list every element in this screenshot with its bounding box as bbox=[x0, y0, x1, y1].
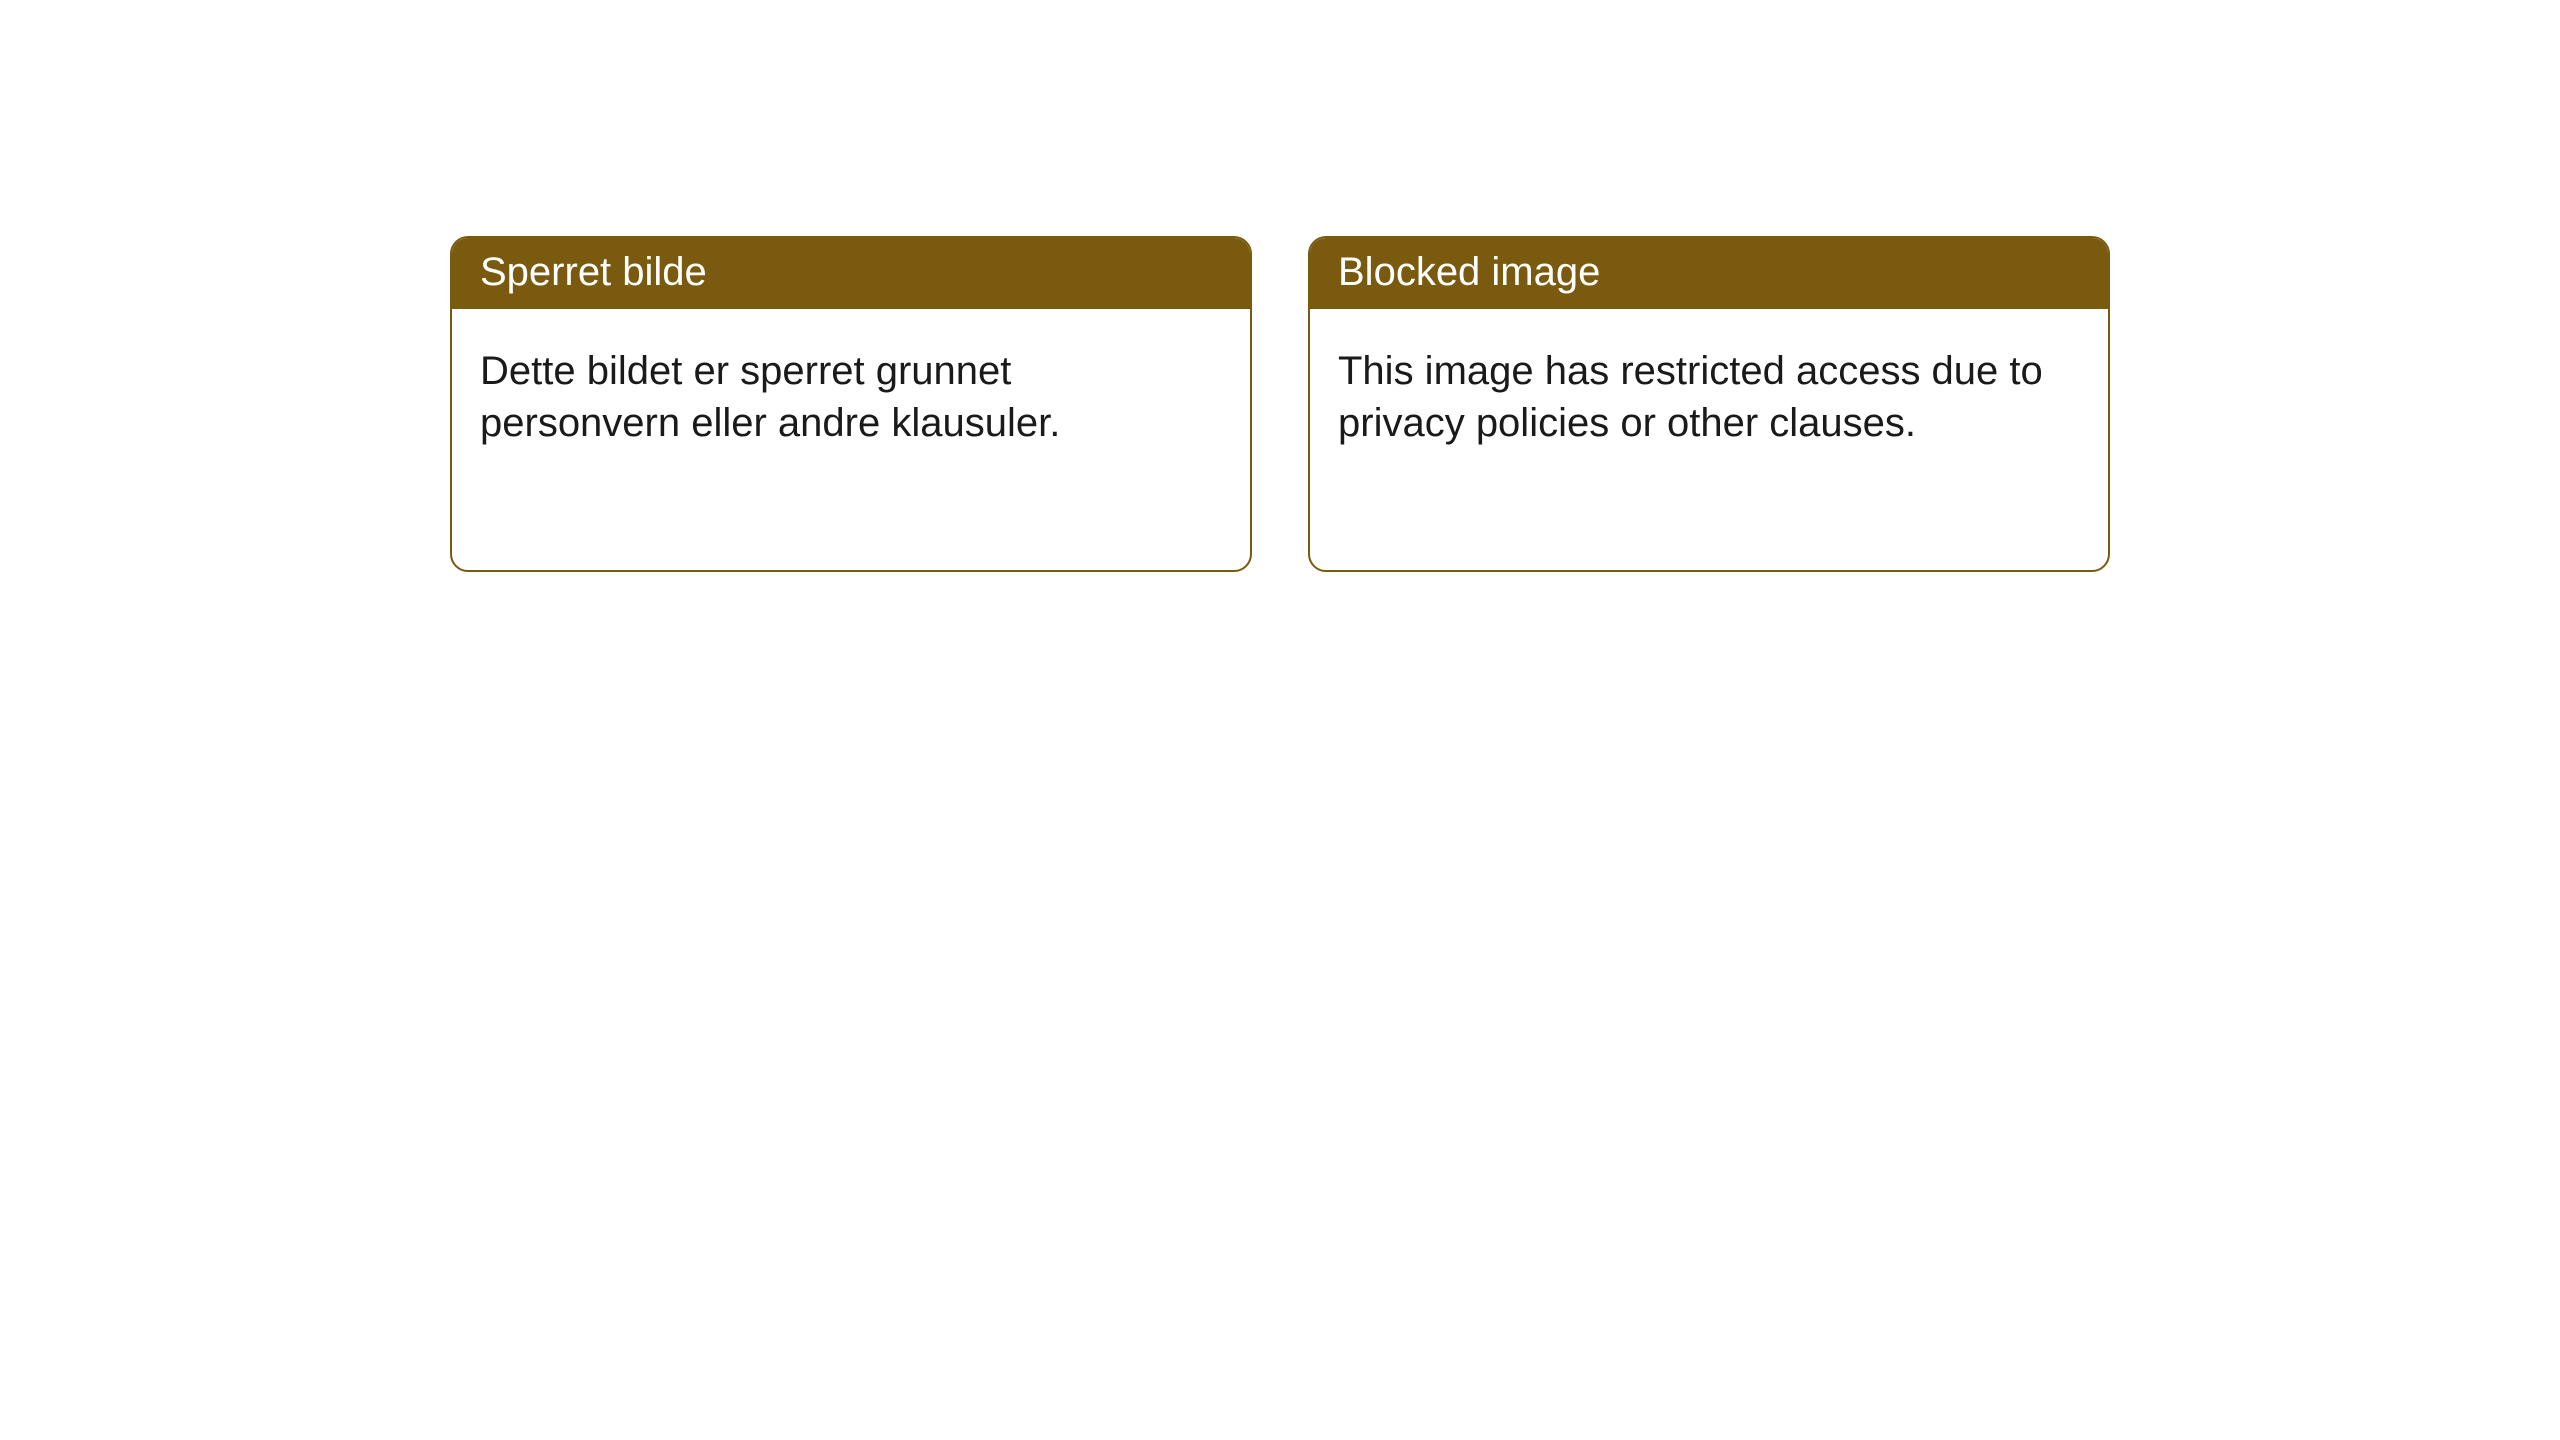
card-body-english: This image has restricted access due to … bbox=[1310, 309, 2108, 477]
notice-card-english: Blocked image This image has restricted … bbox=[1308, 236, 2110, 572]
card-header-english: Blocked image bbox=[1310, 238, 2108, 309]
card-title: Blocked image bbox=[1338, 250, 1600, 294]
notice-card-norwegian: Sperret bilde Dette bildet er sperret gr… bbox=[450, 236, 1252, 572]
card-body-norwegian: Dette bildet er sperret grunnet personve… bbox=[452, 309, 1250, 477]
card-body-text: This image has restricted access due to … bbox=[1338, 349, 2043, 445]
card-body-text: Dette bildet er sperret grunnet personve… bbox=[480, 349, 1060, 445]
card-header-norwegian: Sperret bilde bbox=[452, 238, 1250, 309]
card-title: Sperret bilde bbox=[480, 250, 707, 294]
notice-cards-container: Sperret bilde Dette bildet er sperret gr… bbox=[450, 236, 2110, 572]
